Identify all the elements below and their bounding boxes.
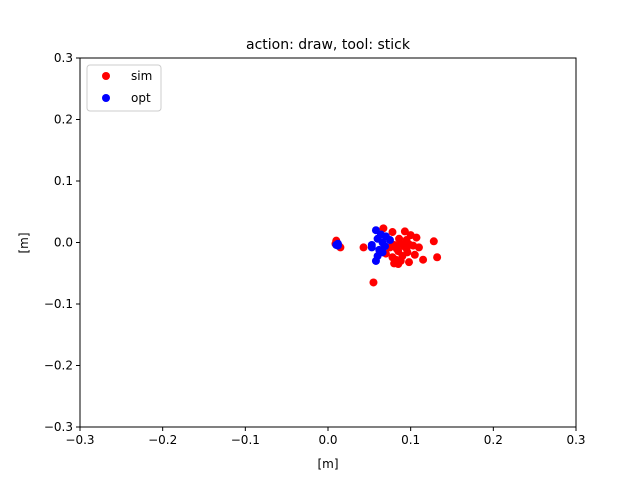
point-sim-26 [419, 255, 428, 264]
point-opt-11 [371, 256, 380, 265]
y-axis-label: [m] [17, 232, 31, 253]
point-sim-13 [414, 243, 423, 252]
point-opt-14 [332, 240, 341, 249]
point-sim-28 [369, 278, 378, 287]
x-tick-label: −0.2 [148, 433, 177, 447]
x-tick-label: −0.3 [65, 433, 94, 447]
point-sim-35 [402, 244, 411, 253]
point-sim-0 [379, 224, 388, 233]
point-sim-27 [433, 253, 442, 262]
point-opt-4 [386, 236, 394, 245]
point-sim-2 [400, 227, 409, 236]
x-axis-label: [m] [317, 457, 338, 471]
legend-label-sim: sim [131, 69, 152, 83]
point-sim-23 [405, 258, 414, 267]
point-sim-1 [388, 228, 397, 237]
point-sim-4 [412, 233, 421, 242]
plot-frame [79, 57, 577, 428]
legend: sim opt [86, 64, 162, 112]
legend-label-opt: opt [131, 91, 151, 105]
point-sim-29 [359, 243, 368, 252]
point-sim-25 [390, 259, 399, 268]
point-opt-15 [381, 242, 390, 251]
y-tick-label: 0.1 [54, 174, 73, 188]
points-layer [331, 224, 442, 287]
y-tick-label: 0.3 [54, 51, 73, 65]
point-sim-18 [410, 250, 419, 259]
y-tick-label: 0.0 [54, 236, 73, 250]
point-opt-7 [367, 243, 376, 252]
legend-marker-sim [102, 72, 110, 80]
y-tick-label: −0.3 [44, 420, 73, 434]
y-tick-label: −0.2 [44, 359, 73, 373]
x-tick-label: 0.1 [401, 433, 420, 447]
x-tick-label: −0.1 [231, 433, 260, 447]
chart-title: action: draw, tool: stick [246, 37, 411, 53]
y-axis: −0.3 −0.2 −0.1 0.0 0.1 0.2 0.3 [44, 51, 80, 434]
legend-marker-opt [102, 94, 110, 102]
x-axis: −0.3 −0.2 −0.1 0.0 0.1 0.2 0.3 [65, 427, 586, 447]
x-tick-label: 0.2 [484, 433, 503, 447]
x-tick-label: 0.3 [566, 433, 585, 447]
y-tick-label: 0.2 [54, 113, 73, 127]
x-tick-label: 0.0 [318, 433, 337, 447]
y-tick-label: −0.1 [44, 297, 73, 311]
point-sim-5 [429, 237, 438, 246]
